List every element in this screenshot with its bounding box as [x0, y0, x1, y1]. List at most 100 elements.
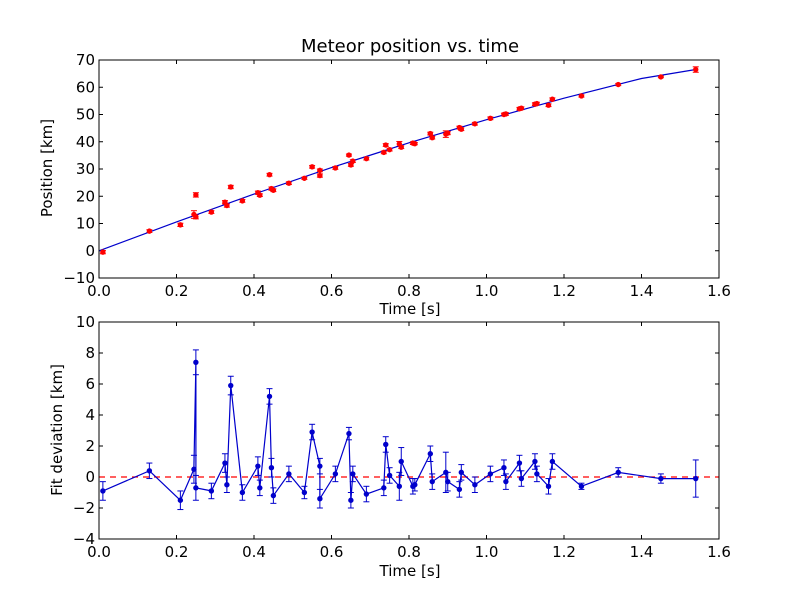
- marker-layer: [100, 66, 699, 255]
- data-point: [381, 485, 387, 491]
- x-tick-label: 1.4: [630, 543, 654, 561]
- y-tick-label: 50: [76, 106, 95, 124]
- data-point: [346, 430, 352, 437]
- data-point: [177, 497, 184, 503]
- data-point: [286, 471, 292, 477]
- x-tick-label: 1.6: [707, 282, 731, 300]
- data-point: [228, 184, 234, 190]
- x-tick-label: 0.8: [397, 282, 421, 300]
- chart-title: Meteor position vs. time: [301, 36, 519, 57]
- y-tick-label: 8: [85, 344, 95, 362]
- x-tick-label: 0.2: [165, 282, 189, 300]
- data-point: [228, 382, 234, 389]
- data-point: [429, 134, 435, 141]
- data-point: [472, 482, 478, 488]
- data-point: [443, 469, 449, 476]
- data-point: [363, 491, 370, 497]
- data-point: [487, 471, 494, 477]
- data-point: [224, 202, 230, 209]
- x-tick-label: 1.6: [707, 543, 731, 561]
- x-tick-label: 1.4: [630, 282, 654, 300]
- data-point: [578, 483, 585, 489]
- data-point: [381, 149, 387, 156]
- data-point: [301, 489, 308, 496]
- y-tick-label: 4: [85, 406, 95, 424]
- data-point: [518, 475, 525, 482]
- y-tick-label: 40: [76, 133, 95, 151]
- x-tick-label: 1.2: [552, 543, 576, 561]
- y-axis-label: Fit deviation [km]: [48, 364, 66, 496]
- data-point: [398, 458, 404, 465]
- position-chart: Meteor position vs. time Time [s] Positi…: [38, 36, 731, 318]
- data-point: [445, 130, 451, 136]
- data-point: [549, 96, 556, 102]
- data-point: [317, 496, 323, 502]
- data-point: [396, 483, 403, 489]
- x-tick-label: 0.2: [165, 543, 189, 561]
- data-point: [177, 222, 184, 228]
- data-point: [266, 172, 273, 178]
- data-point: [518, 105, 525, 111]
- data-point: [208, 209, 215, 215]
- data-point: [658, 74, 664, 80]
- data-point: [363, 155, 370, 162]
- y-tick-label: 30: [76, 160, 95, 178]
- x-tick-label: 1.0: [475, 543, 499, 561]
- x-tick-label: 1.0: [475, 282, 499, 300]
- x-tick-label: 0.6: [320, 282, 344, 300]
- data-point: [193, 359, 199, 365]
- data-point: [534, 471, 540, 477]
- data-point: [257, 192, 263, 198]
- data-point: [658, 475, 664, 482]
- data-point: [398, 144, 404, 150]
- data-point: [255, 463, 261, 469]
- data-point: [386, 146, 393, 153]
- data-point: [193, 485, 199, 491]
- x-tick-label: 0.0: [87, 543, 111, 561]
- data-point: [317, 167, 323, 174]
- data-point: [239, 198, 246, 204]
- data-point: [534, 100, 540, 107]
- data-point: [412, 482, 418, 488]
- data-point: [346, 152, 352, 158]
- data-point: [532, 458, 538, 465]
- y-tick-label: 10: [76, 313, 95, 331]
- x-tick-label: 0.8: [397, 543, 421, 561]
- data-point: [615, 469, 621, 476]
- data-point: [286, 180, 292, 186]
- data-point: [445, 478, 451, 485]
- data-point: [257, 485, 263, 491]
- x-tick-label: 0.4: [242, 282, 266, 300]
- data-point: [487, 115, 494, 122]
- data-point: [222, 460, 228, 466]
- data-point: [386, 472, 393, 479]
- data-point: [458, 126, 465, 132]
- data-point: [383, 142, 389, 148]
- data-point: [516, 460, 523, 466]
- y-tick-label: 10: [76, 215, 95, 233]
- marker-layer: [100, 359, 699, 503]
- data-point: [350, 158, 356, 164]
- data-point: [193, 192, 199, 198]
- data-point: [317, 463, 323, 469]
- data-point: [309, 164, 315, 170]
- y-tick-label: −2: [73, 499, 95, 517]
- axes-frame: [98, 59, 720, 279]
- x-axis-label: Time [s]: [379, 300, 441, 318]
- x-tick-label: 0.0: [87, 282, 111, 300]
- data-point: [100, 488, 106, 494]
- data-point: [208, 488, 215, 494]
- data-point: [193, 213, 199, 220]
- data-point: [412, 140, 418, 147]
- y-tick-label: −10: [63, 269, 95, 287]
- axes-frame: [98, 321, 720, 540]
- x-axis-label: Time [s]: [379, 562, 441, 580]
- y-tick-label: 70: [76, 51, 95, 69]
- data-point: [224, 482, 230, 488]
- y-tick-label: 0: [85, 242, 95, 260]
- data-point: [456, 486, 463, 493]
- data-point: [578, 93, 585, 99]
- data-point: [191, 466, 197, 472]
- y-tick-label: 60: [76, 78, 95, 96]
